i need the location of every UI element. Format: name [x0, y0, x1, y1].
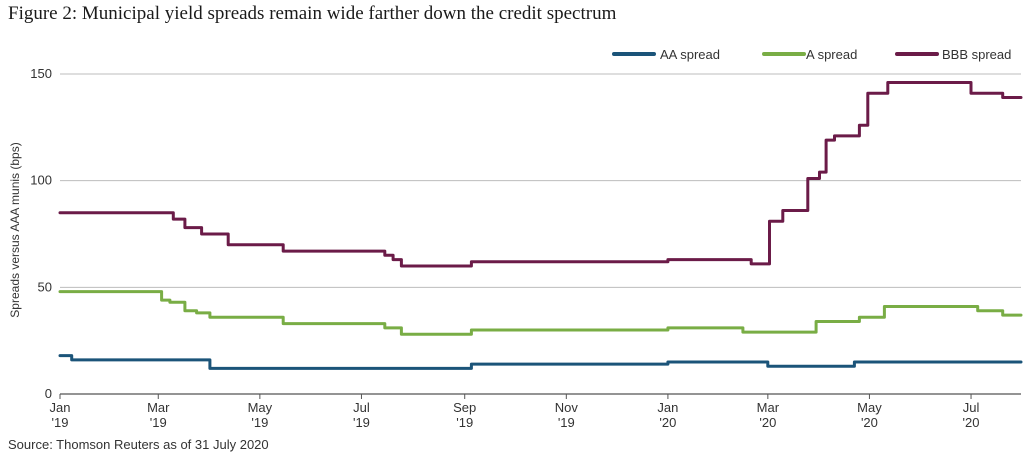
x-tick-year-4: '19 — [456, 415, 473, 430]
chart-title: Figure 2: Municipal yield spreads remain… — [8, 3, 617, 24]
x-tick-year-2: '19 — [251, 415, 268, 430]
x-tick-month-6: Jan — [657, 400, 678, 415]
y-tick-label-150: 150 — [30, 66, 52, 81]
x-tick-month-2: May — [248, 400, 273, 415]
y-tick-label-0: 0 — [45, 386, 52, 401]
x-tick-month-5: Nov — [555, 400, 579, 415]
x-tick-month-8: May — [857, 400, 882, 415]
x-axis-ticks: Jan'19Mar'19May'19Jul'19Sep'19Nov'19Jan'… — [50, 394, 980, 430]
x-tick-year-0: '19 — [52, 415, 69, 430]
x-tick-year-3: '19 — [353, 415, 370, 430]
source-note: Source: Thomson Reuters as of 31 July 20… — [8, 437, 269, 452]
grid-lines — [60, 73, 1021, 395]
legend-label-bbb-spread: BBB spread — [942, 47, 1011, 62]
legend-label-aa-spread: AA spread — [660, 47, 720, 62]
x-tick-year-9: '20 — [963, 415, 980, 430]
x-tick-month-0: Jan — [50, 400, 71, 415]
y-axis-ticks: 0 50 100 150 — [30, 66, 52, 401]
x-tick-year-5: '19 — [558, 415, 575, 430]
legend-label-a-spread: A spread — [806, 47, 857, 62]
legend: AA spread A spread BBB spread — [612, 47, 1011, 62]
x-tick-month-1: Mar — [147, 400, 170, 415]
x-tick-year-7: '20 — [759, 415, 776, 430]
x-tick-year-6: '20 — [659, 415, 676, 430]
y-axis-title: Spreads versus AAA munis (bps) — [8, 142, 22, 317]
series-lines — [58, 81, 1023, 370]
x-tick-month-7: Mar — [757, 400, 780, 415]
series-line-a-spread — [58, 290, 1023, 336]
series-line-bbb-spread — [58, 81, 1023, 268]
series-line-aa-spread — [58, 354, 1023, 370]
x-tick-month-4: Sep — [453, 400, 476, 415]
y-tick-label-50: 50 — [38, 279, 52, 294]
x-tick-year-8: '20 — [861, 415, 878, 430]
x-tick-month-3: Jul — [353, 400, 370, 415]
x-tick-year-1: '19 — [150, 415, 167, 430]
y-tick-label-100: 100 — [30, 173, 52, 188]
x-tick-month-9: Jul — [963, 400, 980, 415]
